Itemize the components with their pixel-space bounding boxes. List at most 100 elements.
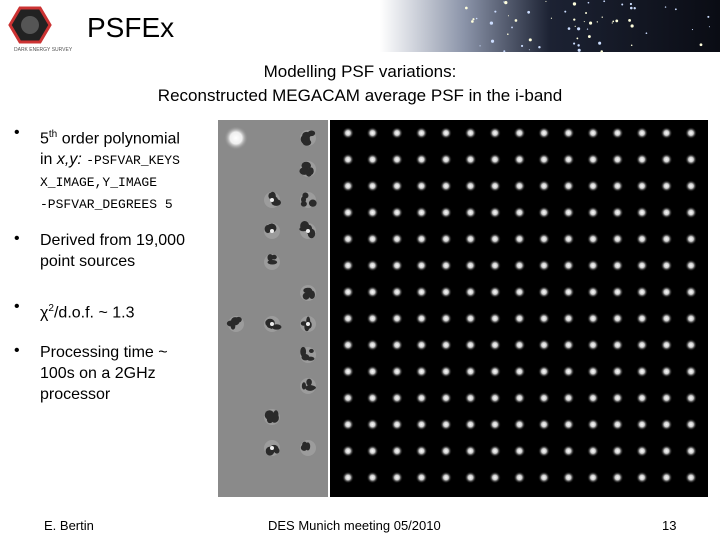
psf-dot [611,180,624,192]
star [472,18,475,21]
psf-dot [464,206,477,219]
psf-dot [440,206,452,219]
star [490,39,495,43]
lobe [264,225,272,234]
text: point sources [40,253,136,270]
psf-dot [464,445,477,457]
core [270,322,274,326]
star [708,26,711,28]
sup: th [48,129,58,140]
psf-dot [440,365,452,378]
psf-dot [611,127,624,139]
psf-dot [538,365,550,378]
psf-dot [464,153,477,166]
star [612,20,615,23]
lobe [305,442,311,451]
psf-dot [538,127,550,139]
psf-dot [587,418,599,431]
psf-dot [513,418,526,431]
bullet-text: Derived from 19,000 point sources [40,230,185,272]
psf-dot [489,259,501,272]
psf-dot [464,392,477,404]
star [503,50,506,53]
lobe [267,260,278,265]
psf-dot [660,418,673,431]
star [507,33,509,35]
psf-dot [342,392,354,404]
psf-dot [587,206,599,219]
psf-dot [415,312,428,325]
psf-dot [440,286,452,298]
psf-dot [391,180,403,192]
psf-dot [685,471,697,484]
lobe [308,167,314,175]
psf-dot [415,339,428,351]
psf-dot [489,471,501,484]
psf-dot [464,365,477,378]
psf-dot [538,339,550,351]
psf-dot [391,153,403,166]
star [475,17,478,20]
lobe [235,316,242,323]
subtitle: Reconstructed MEGACAM average PSF in the… [157,86,563,105]
psf-dot [513,286,526,298]
psf-dot [342,339,354,351]
footer-author: E. Bertin [44,518,94,533]
component-blobs [224,126,317,456]
lobe [299,226,308,232]
psf-dot [342,312,354,325]
psf-dot [685,445,697,457]
psf-dot [464,233,477,245]
psf-dot [366,153,379,166]
psf-dot [440,180,452,192]
star [577,27,581,31]
star [707,15,710,18]
psf-dot [440,339,452,351]
text: in [40,151,57,169]
psf-dot [562,206,575,219]
psf-dot [489,286,501,298]
psf-dot [415,471,428,484]
psf-dot [415,418,428,431]
psf-dot [611,339,624,351]
psf-dot [366,418,379,431]
psf-dot [562,392,575,404]
psf-dot [366,233,379,245]
psf-dot [513,233,526,245]
psf-dot [489,445,501,457]
psf-dot [415,180,428,192]
psf-dot [366,180,379,192]
psf-dot [513,471,526,484]
code: -PSFVAR_KEYS [86,153,180,169]
lobe [226,320,236,327]
psf-dot [660,286,673,298]
psf-dot [611,418,624,431]
text: order polynomial [57,130,180,148]
psf-dot [342,471,354,484]
page-number: 13 [662,518,677,533]
psf-dot [538,445,550,457]
star [479,45,481,47]
psf-dot [366,312,379,325]
psf-dot [415,365,428,378]
psf-dot [489,180,501,192]
text: Derived from 19,000 [40,232,185,249]
lobe [305,287,313,297]
psf-dot [440,312,452,325]
star [573,18,576,21]
psf-dot [636,312,648,325]
psf-dot [342,259,354,272]
psf-dot [391,339,403,351]
psf-dot [611,286,624,298]
star [600,50,603,53]
star [585,12,588,15]
psf-dot [366,206,379,219]
psf-dot [611,259,624,272]
star [538,45,541,49]
core [270,198,274,202]
psf-dot [587,471,599,484]
psf-dot [685,127,697,139]
psf-dot [391,418,403,431]
star [699,43,703,47]
